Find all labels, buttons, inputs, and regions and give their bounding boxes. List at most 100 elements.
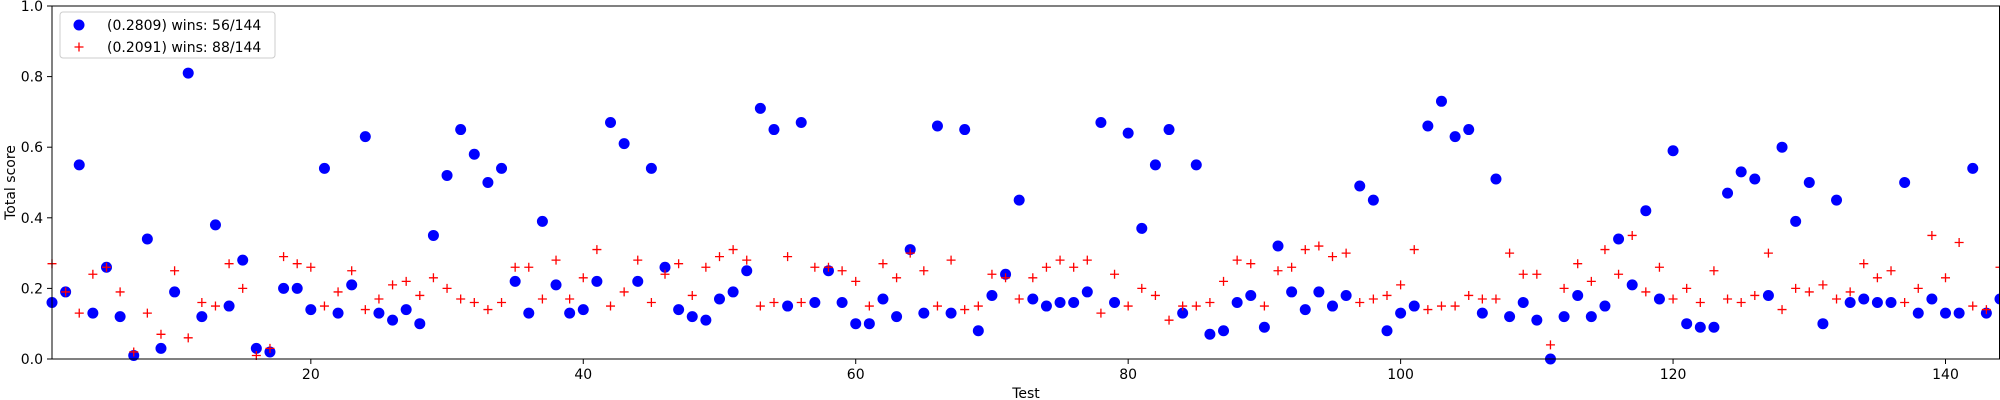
- data-point: [1149, 159, 1161, 171]
- data-point: [509, 275, 521, 287]
- data-point: [1409, 245, 1419, 255]
- data-point: [782, 300, 794, 312]
- data-point: [1258, 321, 1270, 333]
- data-point: [223, 300, 235, 312]
- data-point: [1913, 283, 1923, 293]
- data-point: [687, 290, 697, 300]
- data-point: [796, 298, 806, 308]
- data-point: [114, 311, 126, 323]
- legend-marker: [73, 19, 85, 31]
- data-point: [1953, 307, 1965, 319]
- data-point: [1314, 241, 1324, 251]
- data-point: [1422, 120, 1434, 132]
- data-point: [605, 116, 617, 128]
- marks-layer: [46, 67, 2000, 365]
- data-point: [1599, 300, 1611, 312]
- data-point: [209, 219, 221, 231]
- data-point: [1517, 297, 1529, 309]
- data-point: [783, 252, 793, 262]
- data-point: [1435, 95, 1447, 107]
- data-point: [1055, 255, 1065, 265]
- data-point: [1967, 162, 1979, 174]
- data-point: [1995, 262, 2000, 272]
- data-point: [918, 307, 930, 319]
- data-point: [306, 262, 316, 272]
- data-point: [1558, 311, 1570, 323]
- data-point: [1981, 305, 1991, 315]
- data-point: [755, 301, 765, 311]
- data-point: [1531, 314, 1543, 326]
- data-point: [388, 280, 398, 290]
- data-point: [1627, 230, 1637, 240]
- data-point: [1777, 305, 1787, 315]
- x-tick-label: 80: [1119, 367, 1137, 383]
- data-point: [1818, 280, 1828, 290]
- data-point: [278, 282, 290, 294]
- data-point: [359, 131, 371, 143]
- x-tick-label: 140: [1932, 367, 1959, 383]
- data-point: [960, 305, 970, 315]
- data-point: [1190, 159, 1202, 171]
- data-point: [332, 307, 344, 319]
- data-point: [224, 259, 234, 269]
- legend-entries: (0.2809) wins: 56/144 (0.2091) wins: 88/1…: [73, 18, 261, 56]
- data-point: [441, 169, 453, 181]
- data-point: [1013, 194, 1025, 206]
- data-point: [1054, 297, 1066, 309]
- data-point: [346, 279, 358, 291]
- data-point: [1178, 301, 1188, 311]
- data-point: [1694, 321, 1706, 333]
- data-point: [1110, 269, 1120, 279]
- data-point: [1845, 287, 1855, 297]
- data-point: [1885, 297, 1897, 309]
- data-point: [1871, 297, 1883, 309]
- data-point: [987, 269, 997, 279]
- data-point: [1668, 294, 1678, 304]
- data-point: [1490, 173, 1502, 185]
- data-point: [1300, 245, 1310, 255]
- data-point: [1667, 145, 1679, 157]
- data-point: [1641, 287, 1651, 297]
- data-point: [524, 262, 534, 272]
- data-point: [510, 262, 520, 272]
- data-point: [1518, 269, 1528, 279]
- data-point: [1954, 238, 1964, 248]
- data-point: [1682, 283, 1692, 293]
- data-point: [155, 342, 167, 354]
- data-point: [537, 294, 547, 304]
- data-point: [565, 294, 575, 304]
- data-point: [1408, 300, 1420, 312]
- data-point: [728, 245, 738, 255]
- data-point: [932, 301, 942, 311]
- data-point: [1994, 293, 2000, 305]
- y-tick-label: 0.8: [21, 70, 43, 86]
- data-point: [401, 276, 411, 286]
- data-point: [1804, 287, 1814, 297]
- x-tick-label: 20: [302, 367, 320, 383]
- data-point: [1191, 301, 1201, 311]
- data-point: [1095, 116, 1107, 128]
- data-point: [318, 162, 330, 174]
- data-point: [864, 301, 874, 311]
- data-point: [878, 259, 888, 269]
- data-point: [1273, 266, 1283, 276]
- data-point: [1396, 280, 1406, 290]
- data-point: [1776, 141, 1788, 153]
- data-point: [1082, 255, 1092, 265]
- data-point: [1926, 293, 1938, 305]
- data-point: [769, 298, 779, 308]
- x-axis-title: Test: [1011, 386, 1040, 400]
- data-point: [809, 297, 821, 309]
- data-point: [592, 245, 602, 255]
- series-2: [47, 230, 2000, 360]
- data-point: [1532, 269, 1542, 279]
- data-point: [919, 266, 929, 276]
- data-point: [850, 318, 862, 330]
- data-point: [645, 162, 657, 174]
- data-point: [1299, 304, 1311, 316]
- data-point: [1069, 262, 1079, 272]
- plot-area-frame: [51, 5, 2000, 360]
- data-point: [1545, 340, 1555, 350]
- data-point: [373, 307, 385, 319]
